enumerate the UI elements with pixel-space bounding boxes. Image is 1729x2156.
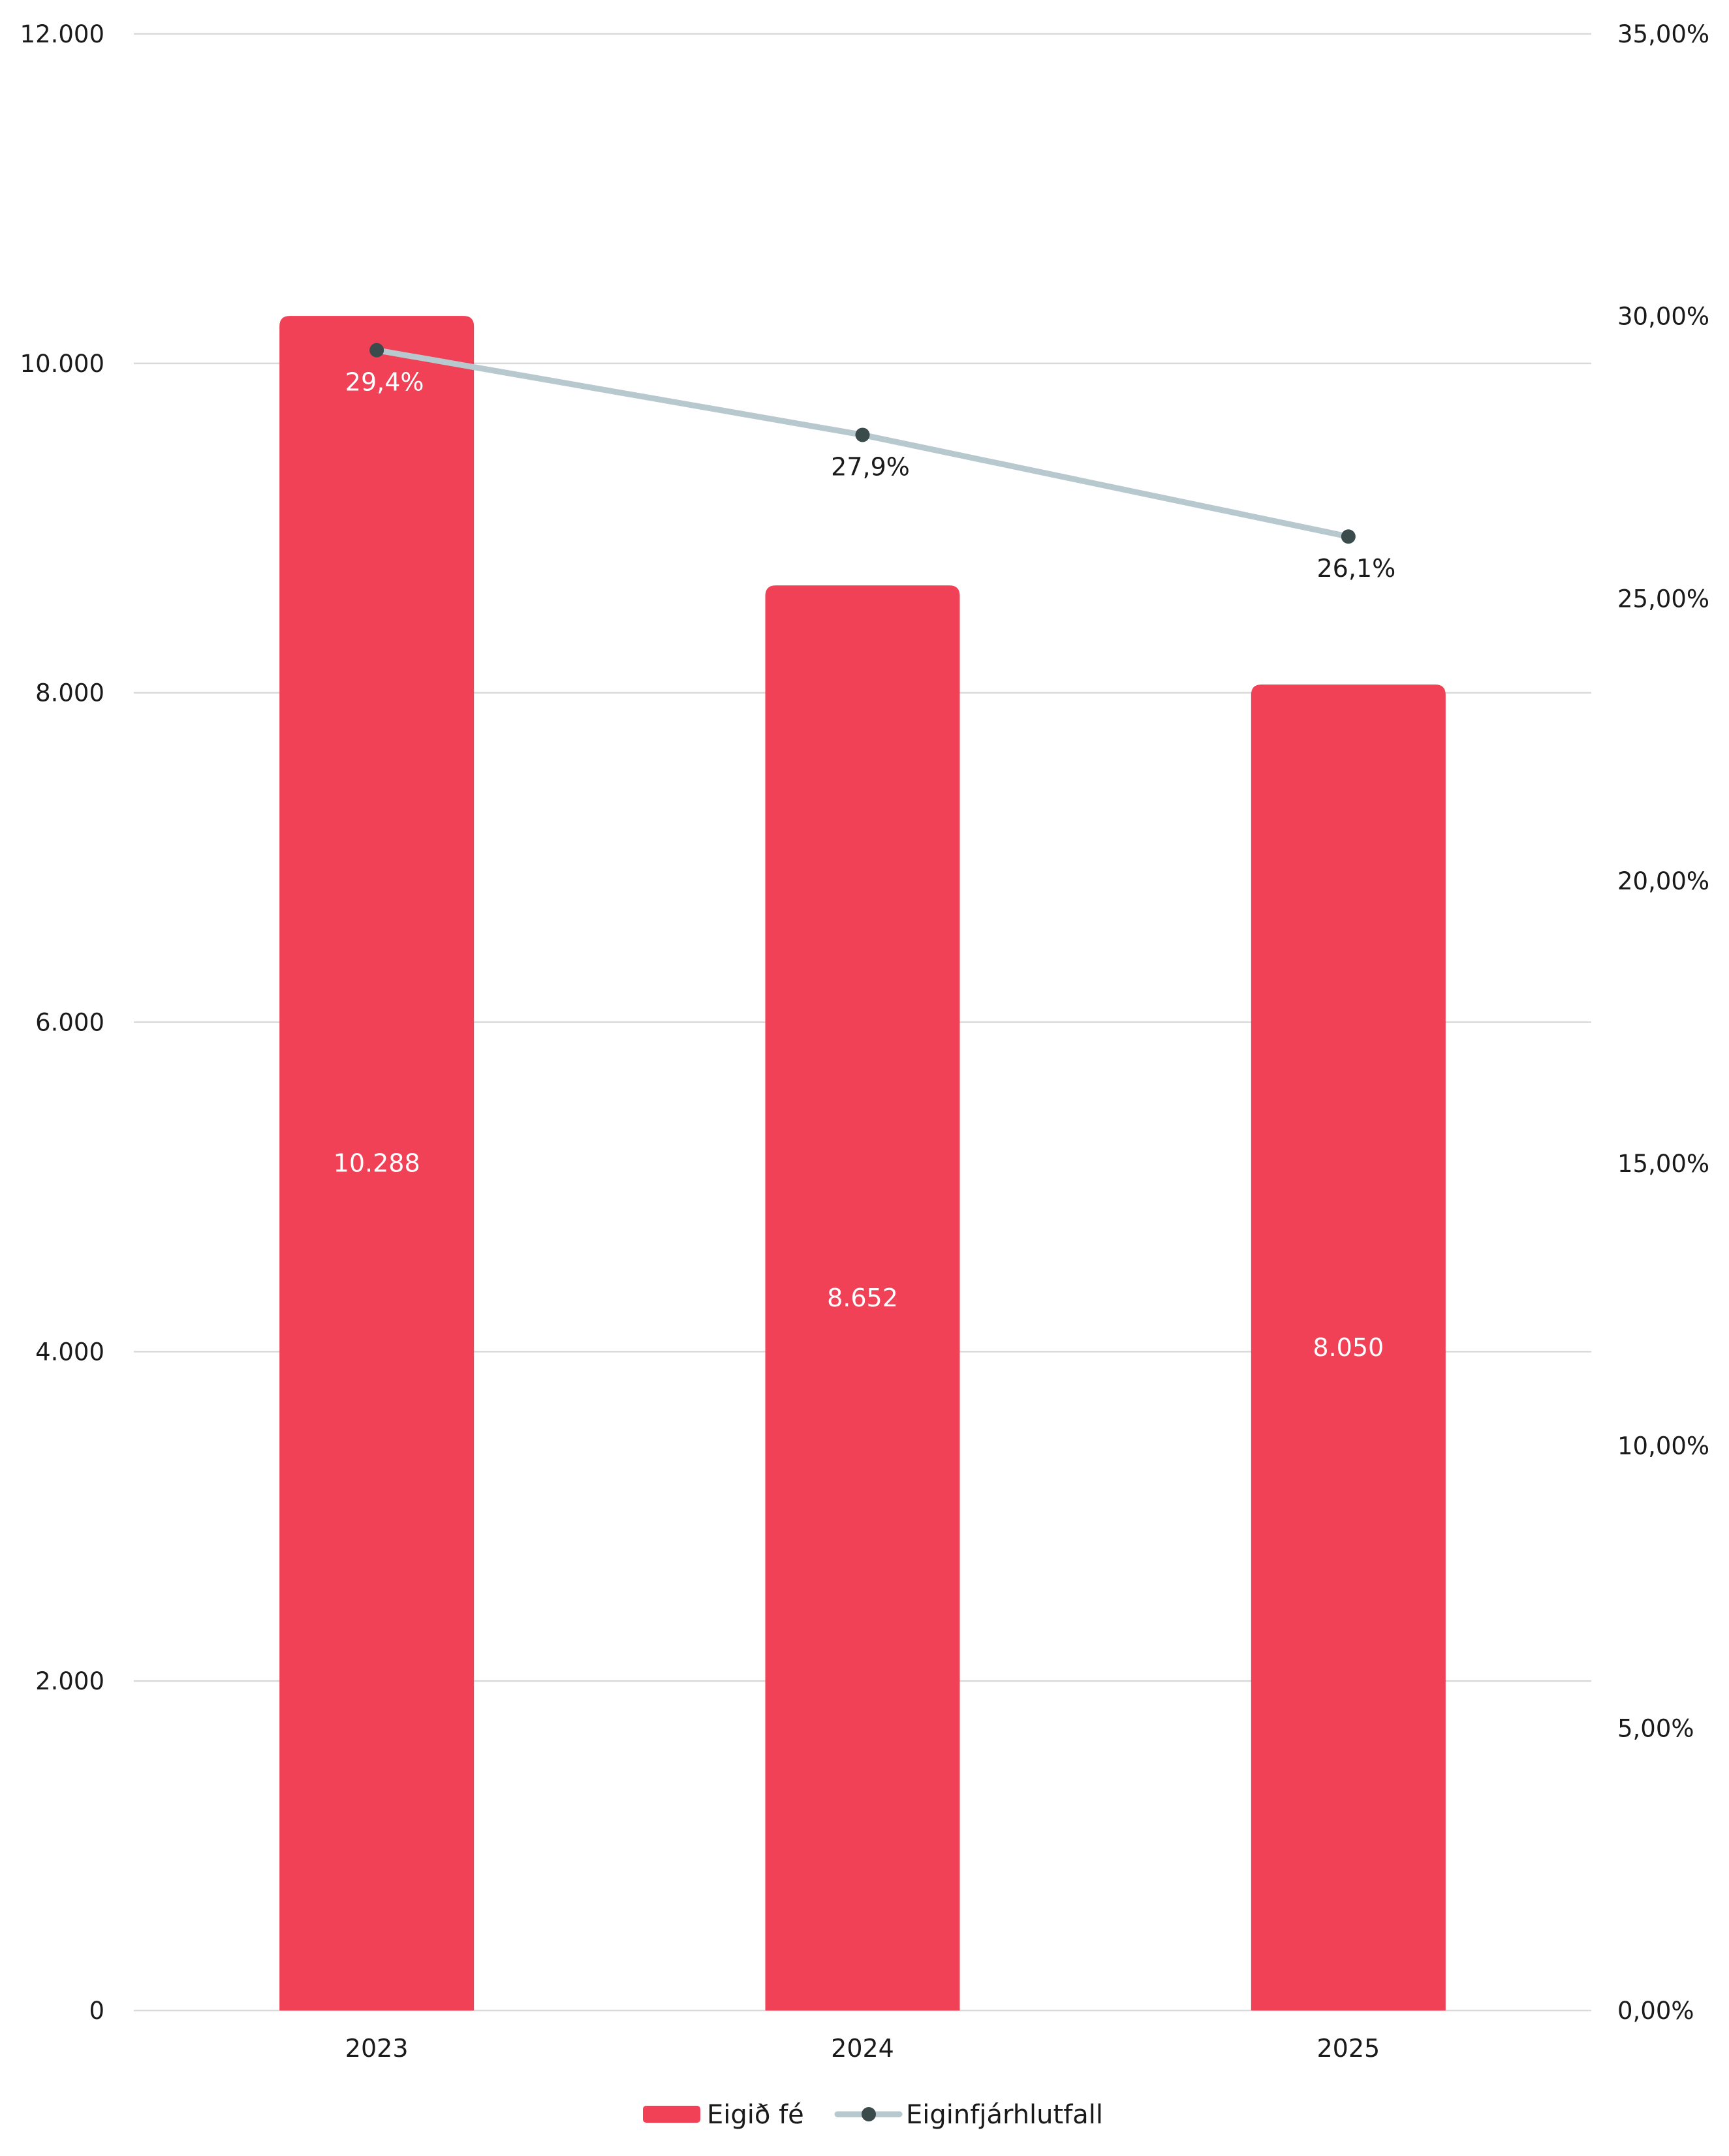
right-tick-label: 5,00% bbox=[1617, 1714, 1694, 1742]
left-tick-label: 4.000 bbox=[35, 1338, 104, 1366]
line-point bbox=[369, 343, 384, 358]
left-tick-label: 6.000 bbox=[35, 1009, 104, 1037]
right-tick-label: 10,00% bbox=[1617, 1432, 1709, 1460]
category-label: 2024 bbox=[831, 2034, 894, 2063]
line-point bbox=[1341, 529, 1356, 544]
line-point bbox=[855, 427, 870, 442]
bar-data-label: 10.288 bbox=[334, 1149, 420, 1178]
left-tick-label: 2.000 bbox=[35, 1667, 104, 1695]
bar-data-label: 8.050 bbox=[1313, 1333, 1384, 1362]
line-path bbox=[373, 347, 1352, 540]
line-data-label: 27,9% bbox=[831, 452, 910, 481]
right-axis-ticks: 0,00% 5,00% 10,00% 15,00% 20,00% 25,00% 30,00%… bbox=[1617, 20, 1709, 2025]
line-series: 29,4% 27,9% 26,1% bbox=[345, 343, 1395, 583]
bar bbox=[1251, 685, 1446, 2010]
category-label: 2025 bbox=[1316, 2034, 1380, 2063]
legend-bar-swatch bbox=[643, 2106, 700, 2123]
right-tick-label: 15,00% bbox=[1617, 1150, 1709, 1178]
right-tick-label: 35,00% bbox=[1617, 20, 1709, 48]
bar-series: 10.288 8.652 8.050 bbox=[279, 316, 1446, 2011]
left-tick-label: 12.000 bbox=[20, 20, 104, 48]
legend: Eigið fé Eiginfjárhlutfall bbox=[643, 2100, 1103, 2130]
line-data-label: 29,4% bbox=[345, 368, 424, 397]
left-axis-ticks: 0 2.000 4.000 6.000 8.000 10.000 12.000 bbox=[20, 20, 104, 2025]
right-tick-label: 25,00% bbox=[1617, 585, 1709, 613]
right-tick-label: 30,00% bbox=[1617, 303, 1709, 331]
left-tick-label: 10.000 bbox=[20, 350, 104, 378]
bar-data-label: 8.652 bbox=[827, 1284, 898, 1312]
legend-label: Eiginfjárhlutfall bbox=[906, 2100, 1103, 2130]
legend-label: Eigið fé bbox=[707, 2100, 804, 2130]
category-label: 2023 bbox=[345, 2034, 409, 2063]
bar bbox=[765, 585, 960, 2010]
line-data-label: 26,1% bbox=[1316, 554, 1395, 583]
category-axis: 2023 2024 2025 bbox=[345, 2034, 1380, 2063]
right-tick-label: 0,00% bbox=[1617, 1997, 1694, 2025]
bar bbox=[279, 316, 475, 2011]
right-tick-label: 20,00% bbox=[1617, 867, 1709, 895]
legend-marker bbox=[862, 2107, 876, 2121]
left-tick-label: 8.000 bbox=[35, 679, 104, 707]
left-tick-label: 0 bbox=[89, 1997, 104, 2025]
